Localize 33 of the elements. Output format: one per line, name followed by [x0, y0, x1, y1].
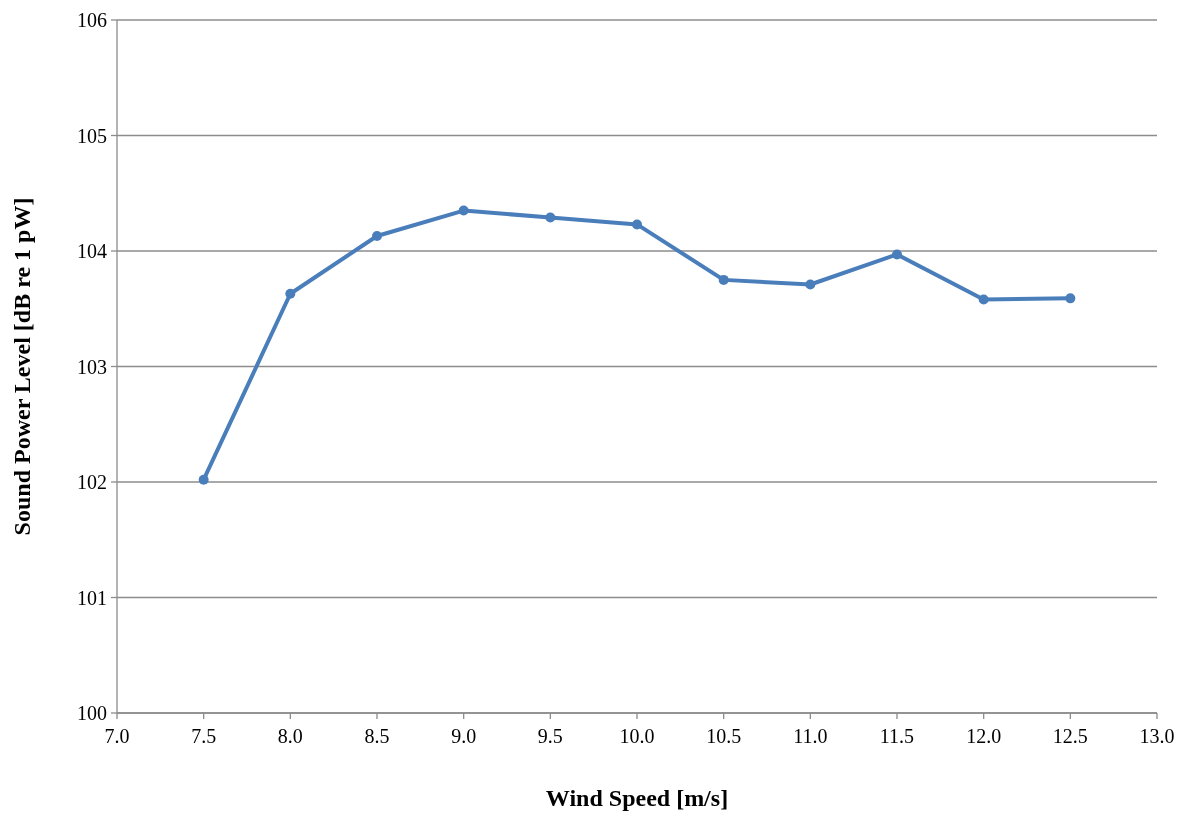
- x-tick-label: 7.5: [191, 725, 217, 747]
- x-tick-label: 13.0: [1139, 725, 1175, 747]
- x-tick-label: 11.5: [879, 725, 915, 747]
- y-tick-label: 103: [77, 355, 107, 378]
- point: [632, 219, 642, 230]
- x-tick-label: 9.5: [537, 725, 563, 747]
- x-tick-label: 9.0: [451, 725, 477, 747]
- x-tick-label: 12.0: [966, 725, 1002, 747]
- y-tick-label: 104: [77, 240, 107, 262]
- point: [892, 249, 902, 260]
- x-tick-label: 10.5: [706, 725, 742, 747]
- y-tick-label: 101: [77, 586, 107, 609]
- y-tick-label: 106: [77, 9, 107, 31]
- x-axis-title: Wind Speed [m/s]: [545, 785, 729, 811]
- x-tick-label: 11.0: [793, 725, 828, 747]
- x-tick-label: 8.5: [364, 725, 390, 747]
- y-tick-label: 102: [77, 471, 107, 493]
- point: [718, 274, 729, 285]
- y-tick-label: 100: [77, 702, 107, 724]
- y-tick-label: 105: [77, 124, 107, 147]
- x-tick-label: 8.0: [277, 725, 303, 747]
- x-tick-label: 7.0: [104, 725, 130, 747]
- point: [372, 230, 382, 241]
- point: [1065, 293, 1076, 304]
- point: [805, 279, 816, 290]
- point: [545, 212, 556, 223]
- point: [285, 288, 296, 299]
- y-axis-title: Sound Power Level [dB re 1 pW]: [9, 197, 35, 536]
- x-tick-label: 12.5: [1052, 725, 1088, 747]
- point: [198, 474, 209, 485]
- x-tick-label: 10.0: [619, 725, 655, 747]
- point: [978, 294, 989, 305]
- point: [458, 205, 469, 216]
